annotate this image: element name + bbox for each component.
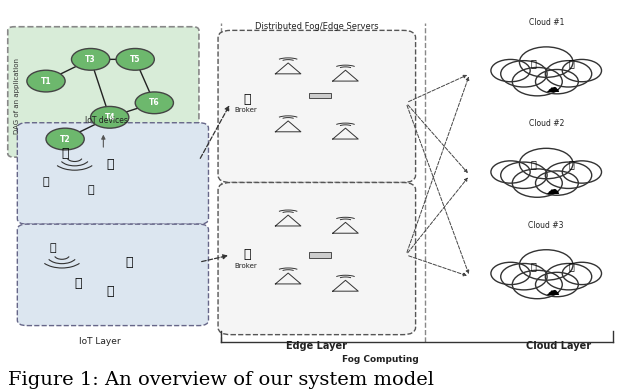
Text: 🚌: 🚌 bbox=[243, 93, 250, 106]
Text: Broker: Broker bbox=[234, 263, 257, 269]
Circle shape bbox=[135, 92, 173, 114]
Text: Cloud #1: Cloud #1 bbox=[529, 18, 564, 27]
Text: ☁: ☁ bbox=[546, 183, 559, 197]
Text: Cloud #2: Cloud #2 bbox=[529, 119, 564, 128]
Bar bbox=[308, 93, 332, 98]
FancyBboxPatch shape bbox=[17, 224, 209, 326]
Text: 🥽: 🥽 bbox=[87, 185, 94, 195]
Text: IoT devices: IoT devices bbox=[85, 116, 128, 125]
Circle shape bbox=[116, 49, 154, 70]
Text: T1: T1 bbox=[41, 77, 51, 86]
Text: 🚌: 🚌 bbox=[243, 249, 250, 261]
Text: 🚗: 🚗 bbox=[61, 147, 69, 160]
Text: T2: T2 bbox=[60, 135, 70, 144]
Text: 🖥: 🖥 bbox=[569, 58, 575, 68]
Text: 💻: 💻 bbox=[43, 177, 49, 187]
Circle shape bbox=[505, 51, 588, 97]
FancyBboxPatch shape bbox=[8, 27, 199, 157]
Circle shape bbox=[46, 128, 84, 150]
Text: Cloud Layer: Cloud Layer bbox=[526, 340, 591, 350]
Circle shape bbox=[505, 152, 588, 199]
Text: 📷: 📷 bbox=[125, 256, 132, 269]
Text: Distributed Fog/Edge Servers: Distributed Fog/Edge Servers bbox=[255, 22, 379, 31]
Text: T4: T4 bbox=[104, 113, 115, 122]
Circle shape bbox=[27, 70, 65, 92]
Text: 🚲: 🚲 bbox=[74, 277, 82, 291]
FancyBboxPatch shape bbox=[17, 123, 209, 224]
Text: 🖥: 🖥 bbox=[531, 159, 536, 169]
Text: Cloud #3: Cloud #3 bbox=[529, 221, 564, 230]
Text: DAG of an application: DAG of an application bbox=[14, 58, 20, 133]
Text: 🖥: 🖥 bbox=[569, 261, 575, 271]
Text: IoT Layer: IoT Layer bbox=[79, 337, 121, 346]
Text: ☁: ☁ bbox=[546, 81, 559, 95]
FancyBboxPatch shape bbox=[218, 30, 415, 182]
Bar bbox=[308, 252, 332, 258]
Text: ☁: ☁ bbox=[546, 284, 559, 298]
Circle shape bbox=[91, 107, 129, 128]
Text: T6: T6 bbox=[149, 98, 159, 107]
Text: Edge Layer: Edge Layer bbox=[286, 340, 348, 350]
FancyBboxPatch shape bbox=[218, 182, 415, 335]
Text: Figure 1: An overview of our system model: Figure 1: An overview of our system mode… bbox=[8, 371, 434, 389]
Text: 🖥: 🖥 bbox=[531, 261, 536, 271]
Text: 👤: 👤 bbox=[106, 285, 113, 298]
Text: 💻: 💻 bbox=[49, 243, 56, 253]
Text: 🌡: 🌡 bbox=[106, 158, 113, 171]
Text: T5: T5 bbox=[130, 55, 140, 64]
Text: 🖥: 🖥 bbox=[569, 159, 575, 169]
Text: 🖥: 🖥 bbox=[531, 58, 536, 68]
Text: Fog Computing: Fog Computing bbox=[342, 356, 419, 364]
Text: T3: T3 bbox=[85, 55, 96, 64]
Circle shape bbox=[72, 49, 109, 70]
Text: Broker: Broker bbox=[234, 107, 257, 113]
Circle shape bbox=[505, 253, 588, 300]
